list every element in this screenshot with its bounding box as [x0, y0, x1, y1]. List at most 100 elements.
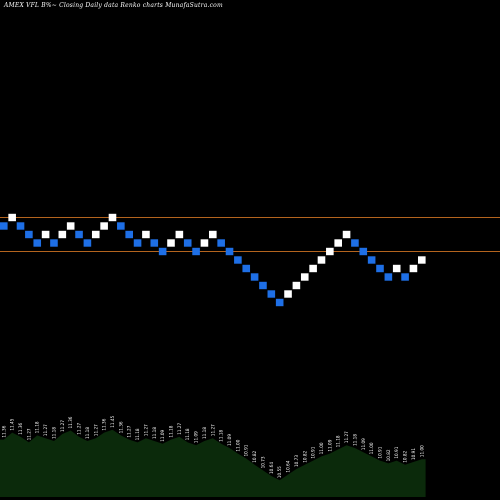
- volume-label: 10.64: [269, 462, 274, 474]
- volume-label: 11.18: [152, 427, 157, 439]
- renko-brick-up: [309, 264, 317, 273]
- volume-label: 11.09: [361, 438, 366, 450]
- renko-brick-down: [217, 239, 225, 247]
- renko-brick-up: [334, 239, 342, 247]
- volume-label: 11.27: [127, 425, 132, 437]
- volume-label: 10.91: [244, 444, 249, 456]
- volume-label: 11.09: [227, 434, 232, 446]
- renko-brick-up: [300, 273, 309, 281]
- volume-label: 11.00: [235, 439, 240, 451]
- chart-title: AMEX VFL B%~ Closing Daily data Renko ch…: [4, 2, 223, 9]
- renko-brick-up: [409, 264, 418, 273]
- renko-brick-up: [209, 230, 217, 239]
- volume-label: 11.18: [352, 434, 357, 446]
- volume-label: 11.27: [177, 422, 182, 434]
- volume-label: 11.18: [336, 435, 341, 447]
- volume-label: 11.45: [110, 415, 115, 427]
- volume-label: 10.55: [277, 466, 282, 478]
- renko-brick-up: [284, 290, 292, 298]
- volume-label: 10.73: [294, 455, 299, 467]
- renko-brick-up: [167, 239, 175, 247]
- volume-label: 11.18: [185, 428, 190, 440]
- renko-brick-up: [175, 230, 184, 239]
- renko-brick-up: [8, 213, 16, 222]
- volume-label: 11.18: [135, 428, 140, 440]
- renko-brick-down: [267, 290, 276, 298]
- volume-label: 10.73: [261, 456, 266, 468]
- renko-brick-up: [317, 256, 326, 264]
- volume-label: 11.18: [52, 427, 57, 439]
- volume-label: 10.91: [378, 446, 383, 458]
- volume-area: [0, 429, 426, 497]
- volume-label: 11.36: [18, 422, 23, 434]
- renko-brick-down: [150, 239, 159, 247]
- renko-brick-down: [376, 264, 384, 273]
- volume-label: 11.27: [77, 422, 82, 434]
- volume-label: 11.00: [319, 442, 324, 454]
- volume-label: 10.64: [286, 460, 291, 472]
- volume-label: 10.82: [252, 450, 257, 462]
- renko-brick-up: [91, 230, 100, 239]
- volume-label: 10.91: [311, 446, 316, 458]
- renko-brick-down: [125, 230, 133, 239]
- volume-label: 11.18: [219, 429, 224, 441]
- renko-brick-up: [342, 230, 351, 239]
- renko-brick-down: [33, 239, 42, 247]
- volume-label: 11.18: [202, 427, 207, 439]
- volume-label: 10.82: [302, 450, 307, 462]
- volume-label: 11.27: [210, 424, 215, 436]
- reference-levels: [0, 217, 500, 252]
- volume-label: 11.27: [43, 424, 48, 436]
- volume-label: 11.00: [369, 442, 374, 454]
- volume-label: 11.36: [118, 421, 123, 433]
- volume-label: 11.27: [60, 420, 65, 432]
- volume-label: 11.27: [344, 431, 349, 443]
- volume-label: 10.91: [411, 448, 416, 460]
- renko-brick-down: [242, 264, 251, 273]
- renko-brick-down: [0, 222, 8, 230]
- renko-brick-down: [401, 273, 409, 281]
- volume-label: 10.82: [403, 450, 408, 462]
- renko-brick-down: [133, 239, 142, 247]
- volume-label: 10.91: [394, 446, 399, 458]
- renko-brick-up: [326, 247, 334, 256]
- volume-label: 11.00: [419, 445, 424, 457]
- renko-brick-up: [392, 264, 401, 273]
- renko-brick-down: [275, 298, 284, 307]
- renko-brick-down: [50, 239, 58, 247]
- renko-brick-up: [66, 222, 75, 230]
- volume-label: 11.18: [169, 425, 174, 437]
- renko-brick-up: [108, 213, 117, 222]
- renko-brick-down: [351, 239, 359, 247]
- renko-brick-down: [25, 230, 33, 239]
- volume-label: 11.36: [68, 416, 73, 428]
- volume-label: 10.82: [386, 449, 391, 461]
- renko-brick-up: [418, 256, 426, 264]
- renko-brick-up: [292, 281, 301, 290]
- renko-brick-down: [259, 281, 267, 290]
- renko-brick-up: [142, 230, 150, 239]
- renko-brick-down: [192, 247, 200, 256]
- volume-label: 11.36: [1, 425, 6, 437]
- volume-label: 11.27: [93, 424, 98, 436]
- renko-brick-up: [100, 222, 108, 230]
- volume-panel: [0, 429, 426, 497]
- renko-brick-down: [183, 239, 192, 247]
- volume-label: 11.27: [26, 428, 31, 440]
- renko-brick-up: [58, 230, 67, 239]
- volume-label: 11.09: [160, 429, 165, 441]
- renko-brick-down: [225, 247, 234, 256]
- renko-brick-down: [234, 256, 242, 264]
- renko-brick-down: [250, 273, 259, 281]
- renko-brick-down: [359, 247, 368, 256]
- renko-brick-down: [75, 230, 83, 239]
- renko-brick-up: [200, 239, 209, 247]
- renko-brick-down: [367, 256, 376, 264]
- renko-brick-down: [83, 239, 92, 247]
- renko-brick-down: [158, 247, 167, 256]
- brick-series: [0, 213, 426, 307]
- volume-label: 11.18: [85, 427, 90, 439]
- renko-brick-up: [41, 230, 50, 239]
- renko-brick-down: [117, 222, 125, 230]
